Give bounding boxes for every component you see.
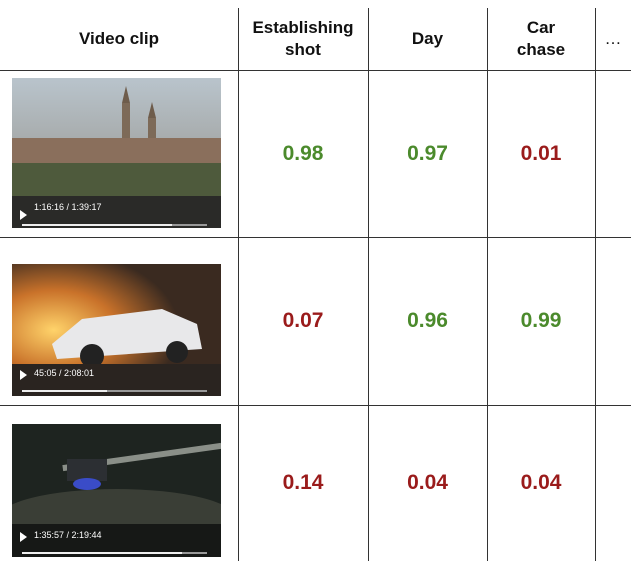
column-divider [595, 8, 596, 561]
column-header: Car chase [487, 8, 595, 70]
score: 0.96 [368, 237, 487, 405]
video-time: 1:16:16 / 1:39:17 [34, 202, 102, 212]
score: 0.04 [368, 405, 487, 561]
video-time: 1:35:57 / 2:19:44 [34, 530, 102, 540]
score: 0.14 [238, 405, 368, 561]
score: 0.01 [487, 70, 595, 237]
score: 0.99 [487, 237, 595, 405]
score: 0.98 [238, 70, 368, 237]
column-header: Establishing shot [238, 8, 368, 70]
column-header: Day [368, 8, 487, 70]
table-figure: Video clip Establishing shot Day Car cha… [0, 0, 631, 561]
score: 0.04 [487, 405, 595, 561]
video-time: 45:05 / 2:08:01 [34, 368, 94, 378]
score: 0.97 [368, 70, 487, 237]
column-header: Video clip [0, 8, 238, 70]
column-header: … [595, 8, 631, 70]
score: 0.07 [238, 237, 368, 405]
